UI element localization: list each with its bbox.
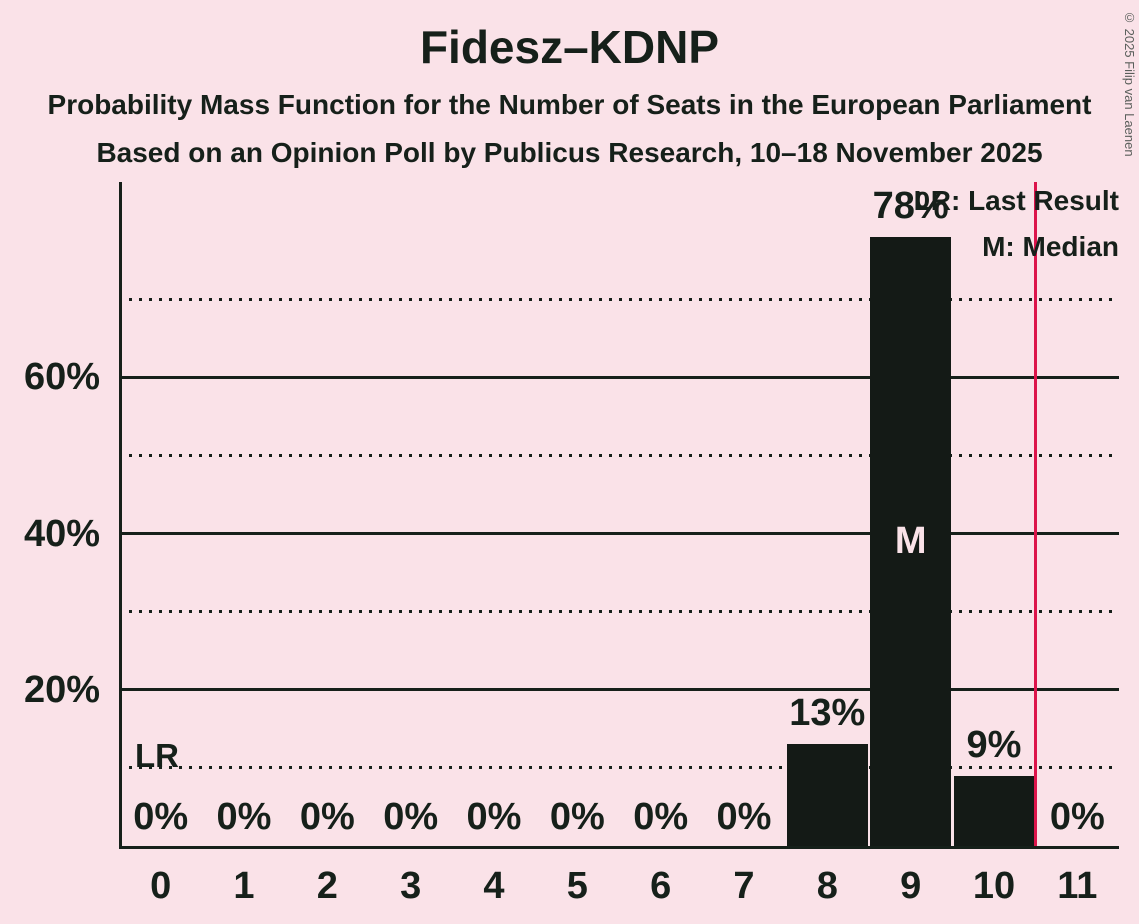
- x-tick-label-4: 4: [483, 865, 505, 907]
- gridline-solid-60: [119, 375, 1119, 379]
- gridline-dotted-50: [119, 453, 1119, 457]
- bar-value-label-seat-9: 78%: [872, 184, 949, 227]
- bar-value-label-seat-2: 0%: [299, 796, 355, 838]
- x-tick-label-3: 3: [400, 865, 422, 907]
- copyright-text: © 2025 Filip van Laenen: [1122, 10, 1137, 157]
- bar-value-label-seat-11: 0%: [1049, 796, 1105, 838]
- x-tick-label-8: 8: [816, 865, 838, 907]
- bar-seat-10: [953, 775, 1035, 846]
- x-tick-label-1: 1: [233, 865, 255, 907]
- x-tick-label-7: 7: [733, 865, 755, 907]
- gridline-dotted-10: [119, 766, 1119, 770]
- bar-value-label-seat-1: 0%: [216, 796, 272, 838]
- x-axis-line: [119, 846, 1119, 849]
- bar-value-label-seat-4: 0%: [466, 796, 522, 838]
- bar-value-label-seat-5: 0%: [549, 796, 605, 838]
- x-tick-label-2: 2: [316, 865, 338, 907]
- x-tick-label-10: 10: [972, 865, 1016, 907]
- last-result-line: [1034, 182, 1037, 846]
- chart-title: Fidesz–KDNP: [419, 21, 720, 73]
- bar-value-label-seat-8: 13%: [789, 692, 866, 735]
- y-tick-label-20%: 20%: [23, 668, 100, 711]
- y-tick-label-60%: 60%: [23, 356, 100, 399]
- gridline-solid-40: [119, 532, 1119, 536]
- bar-seat-9: [870, 236, 952, 846]
- gridline-solid-20: [119, 688, 1119, 692]
- x-tick-label-11: 11: [1057, 865, 1098, 907]
- chart-subtitle-line1: Probability Mass Function for the Number…: [47, 89, 1092, 120]
- legend: LR: Last Result M: Median: [914, 186, 1119, 262]
- y-tick-label-40%: 40%: [23, 512, 100, 555]
- gridline-dotted-30: [119, 610, 1119, 614]
- x-tick-label-5: 5: [566, 865, 588, 907]
- chart-subtitle-line2: Based on an Opinion Poll by Publicus Res…: [96, 137, 1043, 168]
- bar-value-label-seat-6: 0%: [633, 796, 689, 838]
- x-tick-label-0: 0: [150, 865, 172, 907]
- legend-last-result: LR: Last Result: [913, 185, 1119, 216]
- gridline-dotted-70: [119, 297, 1119, 301]
- median-marker: M: [894, 520, 927, 563]
- bar-seat-8: [786, 744, 868, 846]
- y-axis-line: [119, 182, 122, 846]
- x-tick-label-6: 6: [650, 865, 672, 907]
- bar-value-label-seat-3: 0%: [383, 796, 439, 838]
- last-result-label: LR: [135, 736, 179, 774]
- bar-value-label-seat-10: 9%: [966, 723, 1022, 766]
- legend-median: M: Median: [982, 231, 1119, 262]
- bar-value-label-seat-0: 0%: [133, 796, 189, 838]
- plot-area: 0% 0% 0% 0% 0% 0% 0% 0% 13% 78% M 9% 0% LR: [119, 182, 1119, 849]
- bar-value-label-seat-7: 0%: [716, 796, 772, 838]
- x-tick-label-9: 9: [900, 865, 922, 907]
